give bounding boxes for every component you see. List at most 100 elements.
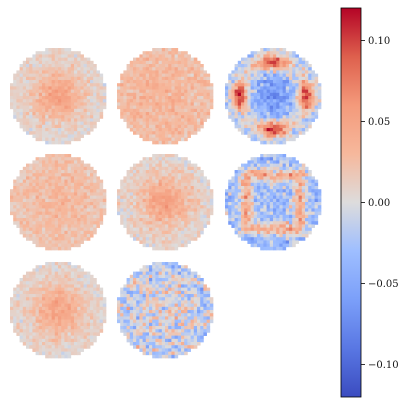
heatmap-cell xyxy=(54,134,59,138)
heatmap-cell xyxy=(165,157,169,161)
heatmap-cell xyxy=(314,189,319,193)
heatmap-cell xyxy=(276,221,280,225)
heatmap-cell xyxy=(301,112,306,116)
heatmap-cell xyxy=(70,99,75,103)
heatmap-cell xyxy=(26,166,30,171)
heatmap-cell xyxy=(241,92,245,97)
heatmap-cell xyxy=(86,342,91,346)
heatmap-cell xyxy=(142,170,147,174)
heatmap-cell xyxy=(289,202,293,206)
heatmap-cell xyxy=(58,108,62,113)
heatmap-cell xyxy=(276,160,280,164)
heatmap-cell xyxy=(311,205,315,209)
heatmap-cell xyxy=(48,322,52,327)
heatmap-cell xyxy=(136,166,140,171)
heatmap-cell xyxy=(29,227,33,232)
heatmap-cell xyxy=(136,57,140,62)
heatmap-cell xyxy=(64,262,68,266)
heatmap-cell xyxy=(129,218,134,222)
heatmap-cell xyxy=(61,208,65,212)
heatmap-cell xyxy=(136,124,140,129)
heatmap-cell xyxy=(70,80,75,84)
heatmap-cell xyxy=(282,99,287,103)
heatmap-cell xyxy=(149,176,153,180)
heatmap-cell xyxy=(16,118,20,122)
heatmap-cell xyxy=(158,182,163,187)
heatmap-cell xyxy=(83,224,88,228)
heatmap-cell xyxy=(263,173,267,177)
heatmap-cell xyxy=(241,89,245,94)
heatmap-cell xyxy=(45,237,49,241)
heatmap-cell xyxy=(54,198,59,203)
heatmap-cell xyxy=(161,170,166,174)
heatmap-cell xyxy=(301,57,306,62)
heatmap-cell xyxy=(263,211,267,216)
heatmap-cell xyxy=(80,60,84,65)
heatmap-cell xyxy=(70,202,75,206)
heatmap-cell xyxy=(184,60,188,65)
heatmap-cell xyxy=(149,64,153,68)
heatmap-cell xyxy=(83,96,88,100)
heatmap-cell xyxy=(193,108,198,113)
heatmap-cell xyxy=(26,234,30,238)
heatmap-cell xyxy=(263,54,267,58)
heatmap-cell xyxy=(16,112,20,116)
heatmap-cell xyxy=(187,118,191,122)
heatmap-cell xyxy=(161,195,166,200)
heatmap-cell xyxy=(45,70,49,74)
heatmap-cell xyxy=(70,237,75,241)
heatmap-cell xyxy=(187,198,191,203)
heatmap-cell xyxy=(58,345,62,349)
heatmap-cell xyxy=(126,186,131,190)
heatmap-cell xyxy=(77,102,81,106)
heatmap-cell xyxy=(67,262,72,266)
heatmap-cell xyxy=(203,80,207,84)
heatmap-cell xyxy=(38,89,43,94)
heatmap-cell xyxy=(276,102,280,106)
heatmap-cell xyxy=(26,322,30,327)
heatmap-cell xyxy=(181,105,185,110)
heatmap-cell xyxy=(54,354,59,359)
heatmap-cell xyxy=(187,224,191,228)
heatmap-cell xyxy=(174,124,179,129)
heatmap-cell xyxy=(133,176,137,180)
heatmap-cell xyxy=(67,284,72,288)
heatmap-cell xyxy=(29,221,33,225)
heatmap-cell xyxy=(273,124,277,129)
heatmap-cell xyxy=(311,198,315,203)
heatmap-cell xyxy=(10,313,14,317)
heatmap-cell xyxy=(61,237,65,241)
heatmap-cell xyxy=(13,198,17,203)
heatmap-cell xyxy=(282,218,287,222)
heatmap-cell xyxy=(177,57,182,62)
heatmap-cell xyxy=(301,89,306,94)
heatmap-cell xyxy=(83,92,88,97)
heatmap-cell xyxy=(257,176,261,180)
heatmap-cell xyxy=(295,73,299,78)
heatmap-cell xyxy=(133,218,137,222)
heatmap-cell xyxy=(282,118,287,122)
heatmap-cell xyxy=(142,208,147,212)
heatmap-cell xyxy=(276,51,280,55)
heatmap-cell xyxy=(61,51,65,55)
heatmap-cell xyxy=(289,99,293,103)
heatmap-cell xyxy=(32,287,36,292)
heatmap-cell xyxy=(301,234,306,238)
heatmap-cell xyxy=(38,237,43,241)
heatmap-cell xyxy=(187,163,191,168)
heatmap-cell xyxy=(139,92,143,97)
heatmap-cell xyxy=(67,163,72,168)
heatmap-cell xyxy=(64,332,68,336)
heatmap-cell xyxy=(206,189,211,193)
heatmap-cell xyxy=(292,67,296,71)
heatmap-cell xyxy=(276,243,280,248)
heatmap-cell xyxy=(86,166,91,171)
heatmap-cell xyxy=(38,297,43,301)
heatmap-cell xyxy=(142,128,147,132)
heatmap-cell xyxy=(314,221,319,225)
heatmap-cell xyxy=(171,221,175,225)
heatmap-cell xyxy=(193,70,198,74)
heatmap-cell xyxy=(301,80,306,84)
heatmap-cell xyxy=(250,80,255,84)
heatmap-cell xyxy=(295,214,299,219)
